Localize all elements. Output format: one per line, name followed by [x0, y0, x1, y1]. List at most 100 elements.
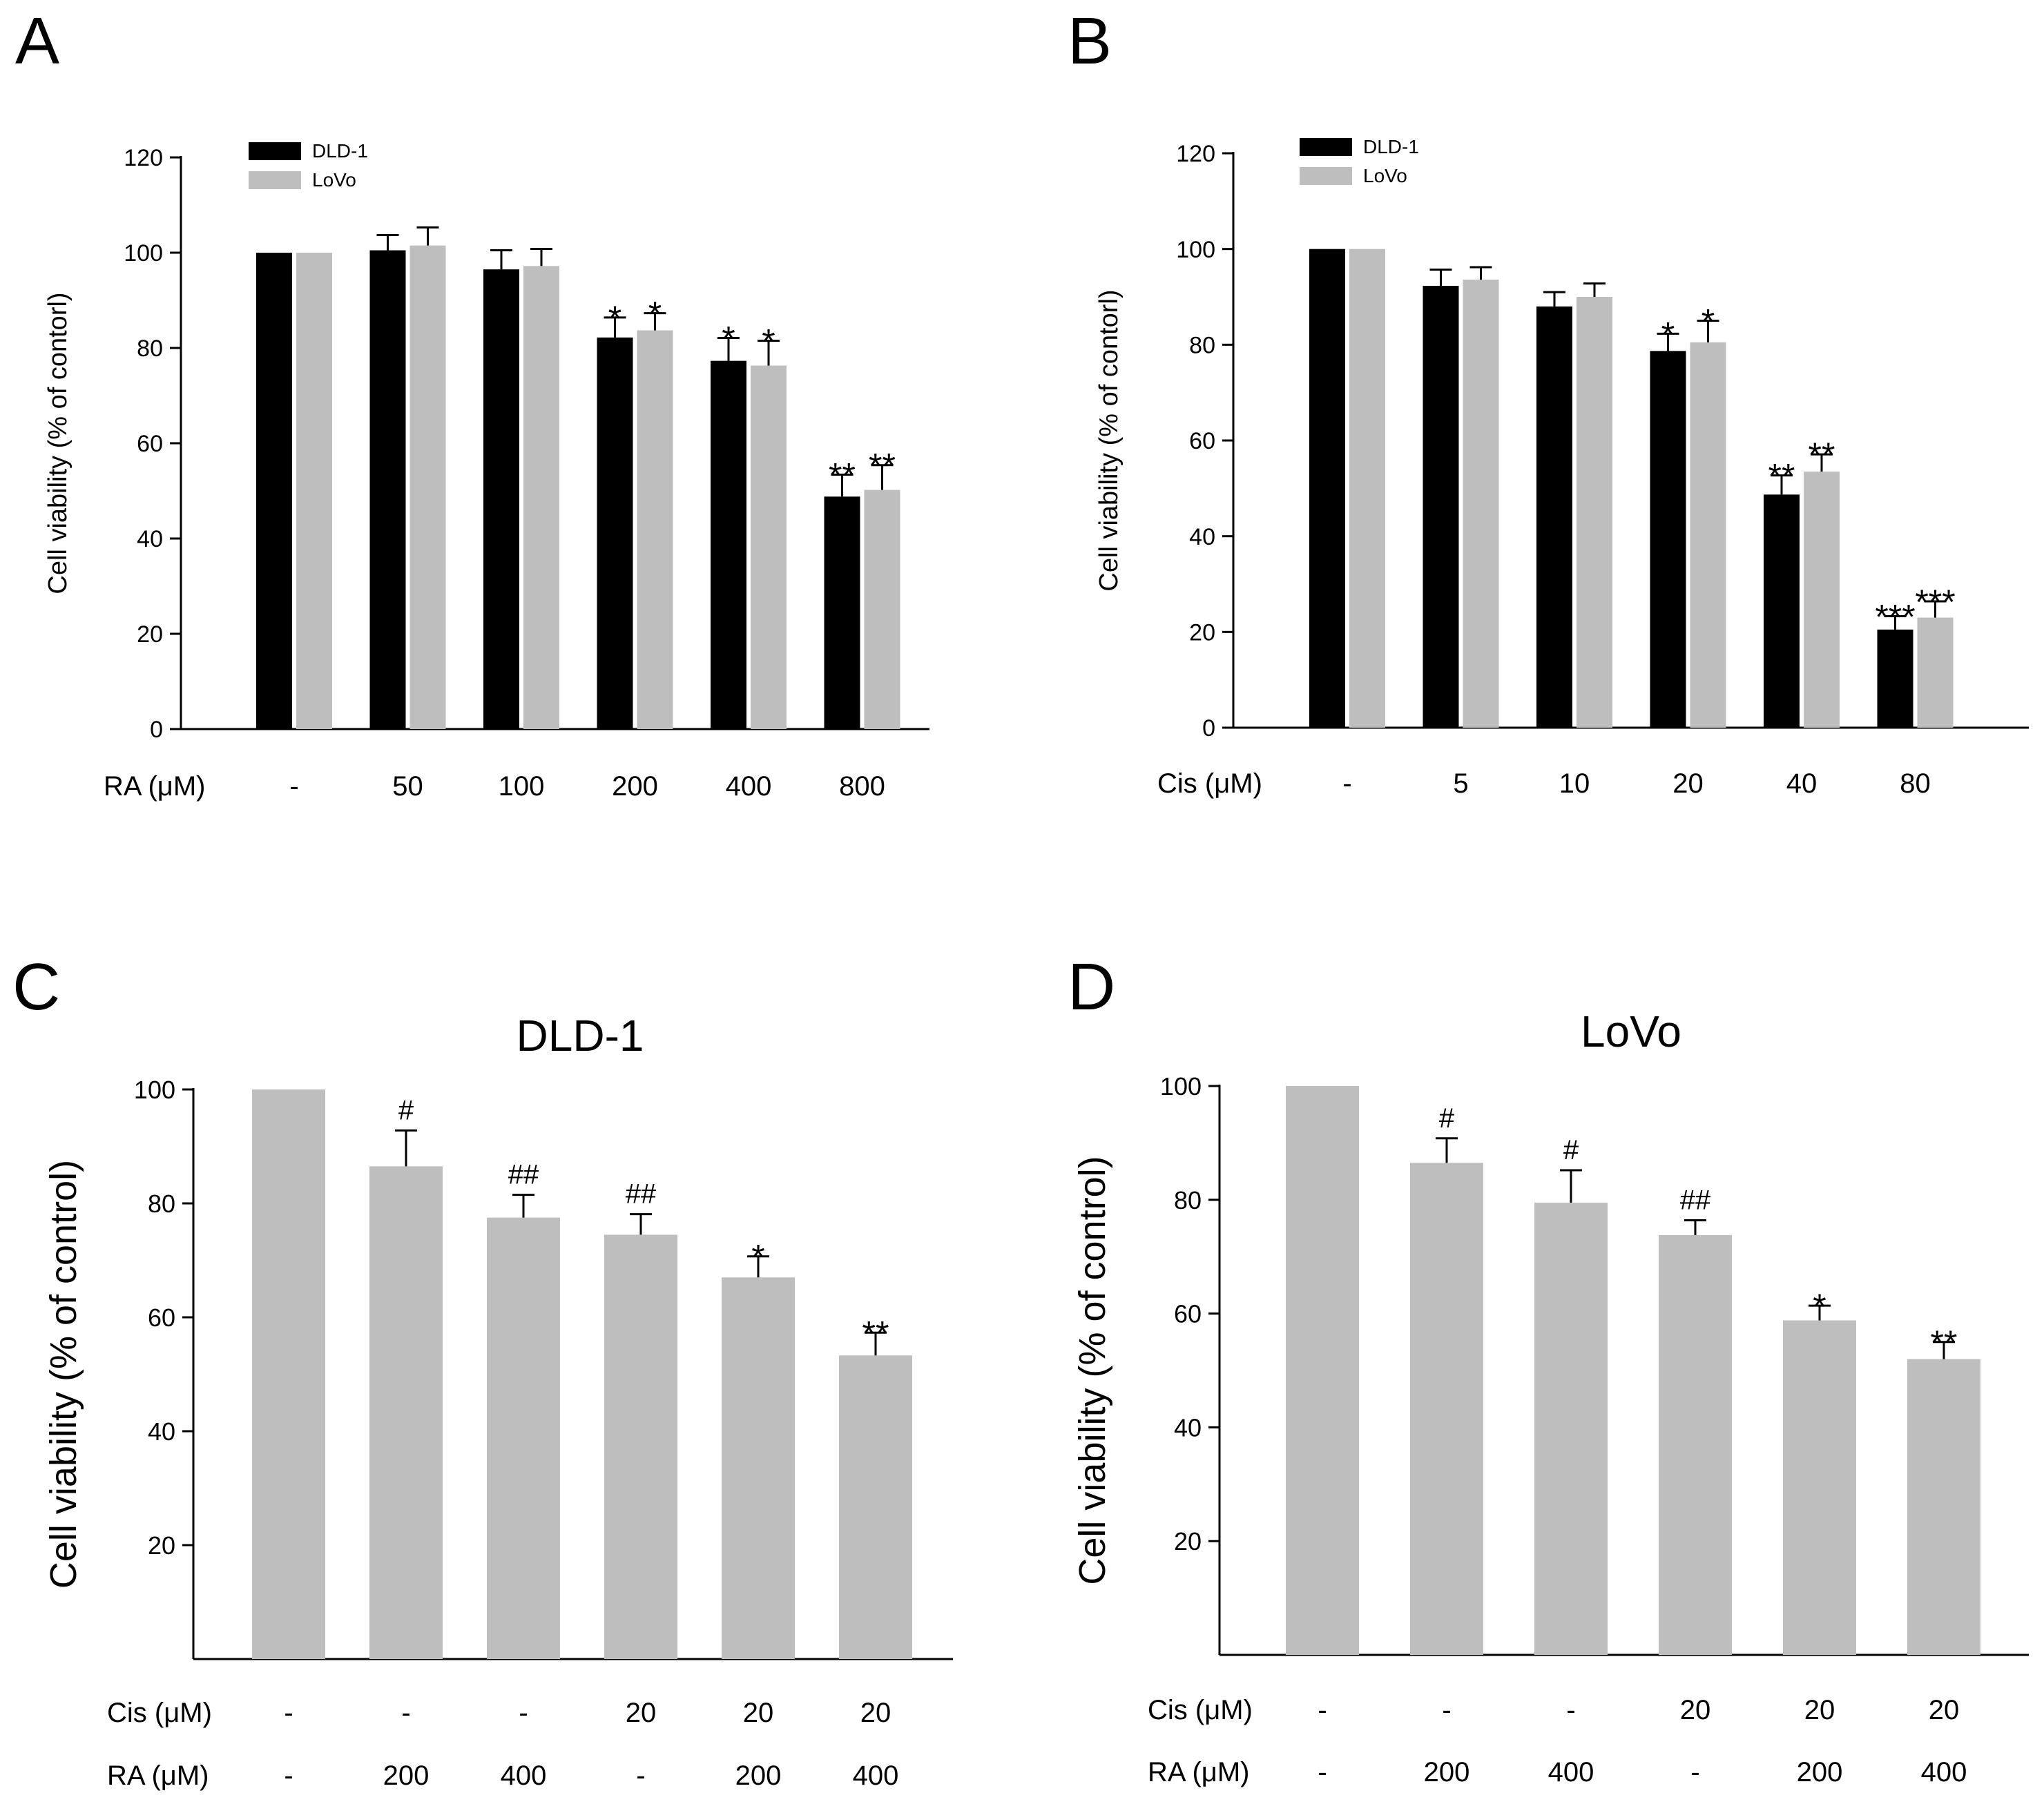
- condition-value: -: [1566, 1695, 1575, 1725]
- y-tick-label: 0: [1202, 715, 1215, 741]
- x-tick-label: 400: [726, 771, 772, 802]
- significance-marker: *: [608, 299, 621, 338]
- bar-dld-1-6: [1877, 629, 1913, 728]
- y-tick-label: 120: [124, 145, 163, 171]
- y-tick-label: 40: [1189, 524, 1215, 550]
- significance-marker: ##: [626, 1179, 657, 1210]
- condition-value: 200: [1424, 1757, 1470, 1787]
- bar-dld-1-4: [597, 337, 633, 729]
- significance-marker: *: [751, 1238, 764, 1277]
- bar-lovo-5: [1783, 1320, 1856, 1655]
- condition-value: 20: [1929, 1695, 1960, 1725]
- significance-marker: **: [1809, 436, 1835, 474]
- bar-lovo-2: [409, 245, 446, 729]
- x-tick-label: 80: [1900, 768, 1931, 799]
- bar-lovo-2: [1410, 1163, 1483, 1655]
- condition-row-label: Cis (μM): [1148, 1695, 1253, 1725]
- y-tick-label: 60: [1189, 428, 1215, 454]
- y-tick-label: 80: [148, 1190, 175, 1218]
- significance-marker: *: [722, 320, 735, 358]
- condition-row-label: Cis (μM): [107, 1698, 212, 1728]
- y-tick-label: 20: [137, 621, 163, 648]
- significance-marker: ##: [508, 1160, 539, 1190]
- bar-dld-1-4: [604, 1234, 677, 1659]
- condition-value: -: [519, 1698, 528, 1728]
- significance-marker: #: [398, 1095, 414, 1125]
- significance-marker: ##: [1680, 1185, 1711, 1215]
- condition-value: 400: [1548, 1757, 1594, 1787]
- legend-label: DLD-1: [312, 140, 368, 162]
- panel-b: B 0 20 40 60 80 100 120 Cell viability (% of con…: [1068, 4, 2029, 799]
- y-axis-label: Cell viability (% of control): [43, 1160, 84, 1589]
- bar-lovo-6: [1907, 1359, 1980, 1655]
- panel-label: D: [1068, 950, 1115, 1024]
- bar-lovo-3: [1534, 1202, 1608, 1655]
- y-tick-label: 80: [137, 336, 163, 362]
- y-axis-label: Cell viability (% of contorl): [44, 292, 73, 594]
- bar-dld-1-3: [1536, 306, 1572, 728]
- legend-swatch: [249, 142, 301, 160]
- condition-value: -: [401, 1698, 410, 1728]
- x-tick-label: 40: [1786, 768, 1818, 799]
- condition-value: 400: [853, 1761, 899, 1791]
- x-tick-label: 800: [839, 771, 885, 802]
- significance-marker: *: [1813, 1287, 1826, 1326]
- legend-label: LoVo: [312, 169, 356, 191]
- y-tick-label: 20: [1189, 620, 1215, 646]
- y-tick-label: 100: [1160, 1072, 1202, 1101]
- significance-marker: **: [1931, 1324, 1958, 1362]
- condition-value: -: [1690, 1757, 1699, 1787]
- panel-label: B: [1068, 4, 1112, 78]
- panel-label: A: [15, 4, 59, 78]
- condition-value: -: [1318, 1695, 1327, 1725]
- x-axis-label: RA (μM): [104, 771, 205, 802]
- bar-dld-1-5: [1764, 494, 1800, 728]
- condition-value: 20: [860, 1698, 891, 1728]
- y-tick-label: 80: [1189, 333, 1215, 359]
- bar-lovo-1: [1286, 1086, 1359, 1655]
- significance-marker: *: [648, 295, 662, 333]
- bar-dld-1-2: [1423, 286, 1459, 728]
- condition-row-label: RA (μM): [107, 1761, 209, 1791]
- panel-a: A 0 20 40 60 80 100 120 Cell viability (% of con…: [15, 4, 929, 802]
- bar-lovo-6: [864, 489, 900, 729]
- condition-value: 400: [501, 1761, 547, 1791]
- chart-title: LoVo: [1581, 1007, 1681, 1056]
- panel-label: C: [12, 950, 60, 1024]
- y-axis-label: Cell viability (% of contorl): [1095, 289, 1124, 591]
- bar-dld-1-1: [1309, 249, 1345, 728]
- y-tick-label: 20: [148, 1531, 175, 1560]
- y-tick-label: 120: [1176, 141, 1215, 167]
- legend-swatch: [249, 171, 301, 189]
- condition-value: 200: [383, 1761, 430, 1791]
- y-tick-label: 100: [1176, 237, 1215, 263]
- bar-dld-1-6: [824, 496, 860, 729]
- condition-value: 200: [735, 1761, 782, 1791]
- significance-marker: ***: [1915, 583, 1955, 621]
- x-tick-label: 50: [392, 771, 423, 802]
- significance-marker: **: [869, 447, 896, 485]
- significance-marker: #: [1439, 1103, 1455, 1134]
- significance-marker: **: [1768, 457, 1795, 496]
- significance-marker: **: [829, 456, 856, 495]
- bar-lovo-1: [296, 253, 332, 729]
- y-tick-label: 40: [1174, 1413, 1202, 1442]
- bar-lovo-4: [1659, 1234, 1732, 1655]
- y-tick-label: 100: [124, 240, 163, 266]
- significance-marker: #: [1563, 1135, 1579, 1165]
- bar-dld-1-2: [369, 250, 406, 729]
- x-tick-label: 20: [1672, 768, 1704, 799]
- x-tick-label: 200: [612, 771, 658, 802]
- y-tick-label: 60: [1174, 1300, 1202, 1328]
- condition-value: -: [1442, 1695, 1451, 1725]
- x-axis-label: Cis (μM): [1157, 768, 1262, 799]
- bar-lovo-1: [1349, 249, 1385, 728]
- bar-lovo-4: [1690, 342, 1726, 728]
- y-tick-label: 60: [137, 431, 163, 457]
- bar-dld-1-6: [839, 1355, 912, 1659]
- bar-dld-1-3: [483, 269, 519, 729]
- bar-lovo-5: [751, 365, 787, 729]
- panel-c: C DLD-1 20 40 60 80 100 Cell viability (% of co…: [12, 950, 953, 1791]
- significance-marker: ***: [1875, 597, 1915, 636]
